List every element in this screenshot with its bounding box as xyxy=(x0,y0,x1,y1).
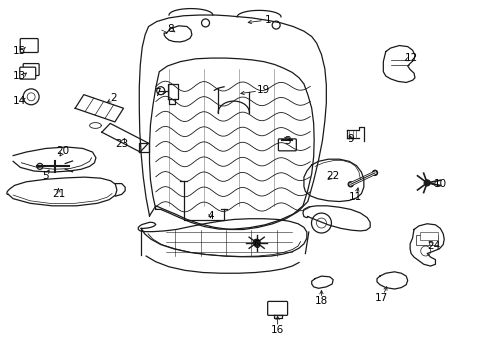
Circle shape xyxy=(423,180,429,186)
Bar xyxy=(419,232,437,240)
Text: 24: 24 xyxy=(426,241,439,251)
FancyBboxPatch shape xyxy=(267,301,287,315)
Text: 19: 19 xyxy=(256,85,269,95)
Text: 22: 22 xyxy=(326,171,339,181)
Text: 5: 5 xyxy=(42,171,49,181)
Bar xyxy=(415,235,437,245)
FancyBboxPatch shape xyxy=(23,64,39,76)
Text: 20: 20 xyxy=(57,145,70,156)
Circle shape xyxy=(347,182,352,187)
Text: 11: 11 xyxy=(348,192,362,202)
Text: 2: 2 xyxy=(110,93,117,103)
Text: 13: 13 xyxy=(13,71,26,81)
Text: 4: 4 xyxy=(206,211,213,221)
Text: 6: 6 xyxy=(253,240,260,250)
Text: 10: 10 xyxy=(433,179,446,189)
Text: 9: 9 xyxy=(346,134,353,144)
Circle shape xyxy=(253,239,260,246)
Text: 12: 12 xyxy=(404,53,417,63)
FancyBboxPatch shape xyxy=(20,67,36,79)
Text: 3: 3 xyxy=(284,136,290,145)
Text: 7: 7 xyxy=(154,88,161,98)
Text: 23: 23 xyxy=(115,139,128,149)
Circle shape xyxy=(372,170,377,175)
Text: 1: 1 xyxy=(264,15,271,26)
Text: 17: 17 xyxy=(374,293,387,303)
FancyBboxPatch shape xyxy=(278,139,296,151)
Text: 15: 15 xyxy=(13,46,26,56)
Text: 14: 14 xyxy=(13,96,26,106)
Text: 16: 16 xyxy=(270,325,284,335)
Text: 21: 21 xyxy=(52,189,65,199)
FancyBboxPatch shape xyxy=(20,39,38,53)
Text: 18: 18 xyxy=(314,296,327,306)
Text: 8: 8 xyxy=(167,24,173,35)
